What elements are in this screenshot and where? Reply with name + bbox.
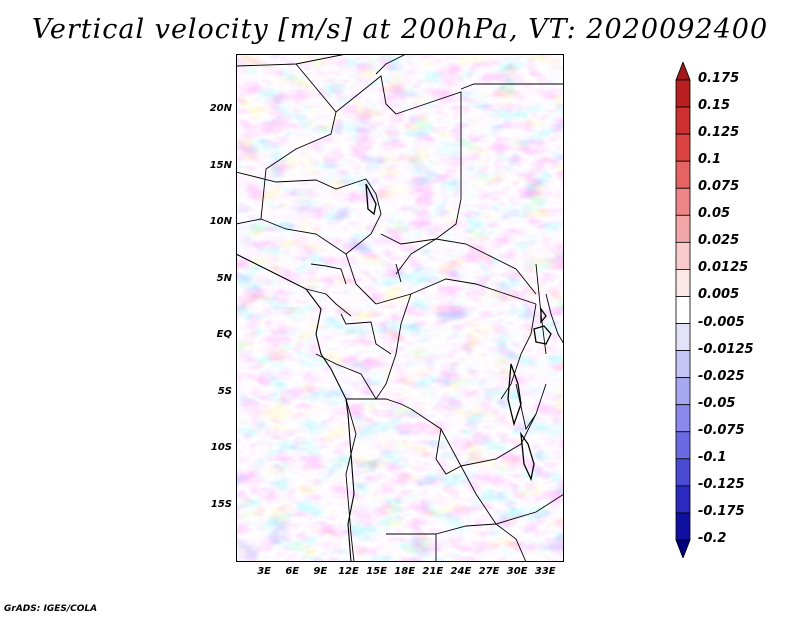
lat-tick-label: 5S — [217, 385, 232, 397]
colorbar-tick-label: -0.2 — [698, 531, 727, 546]
country-borders — [236, 54, 564, 562]
colorbar-tick-label: -0.05 — [698, 395, 736, 411]
colorbar-segment — [675, 79, 691, 108]
velocity-field-map — [236, 54, 564, 562]
colorbar-tick-label: -0.025 — [698, 368, 745, 384]
colorbar-tick-label: 0.005 — [698, 287, 740, 303]
lat-tick-label: 5N — [216, 272, 232, 284]
lon-tick-label: 24E — [450, 566, 472, 577]
colorbar-segment — [675, 214, 691, 243]
colorbar-top-arrow — [675, 62, 691, 81]
lon-tick-label: 15E — [366, 566, 387, 577]
colorbar-tick-label: 0.05 — [698, 206, 731, 222]
lon-tick-label: 9E — [313, 566, 328, 577]
colorbar-tick-label: -0.125 — [698, 476, 745, 492]
lon-tick-label: 18E — [394, 566, 416, 577]
lakes — [365, 183, 552, 482]
colorbar-segment — [675, 458, 691, 487]
colorbar-segment — [675, 512, 691, 541]
colorbar-segment — [675, 241, 691, 270]
colorbar-segment — [675, 377, 691, 406]
lon-tick-label: 21E — [422, 566, 444, 577]
colorbar-segment — [675, 404, 691, 433]
colorbar-segment — [675, 431, 691, 460]
colorbar-tick-label: 0.175 — [698, 71, 740, 86]
lon-tick-label: 30E — [506, 566, 528, 577]
colorbar — [675, 62, 691, 558]
colorbar-tick-label: -0.175 — [698, 503, 745, 519]
lon-tick-label: 12E — [338, 566, 359, 577]
colorbar-segment — [675, 160, 691, 189]
colorbar-segment — [675, 323, 691, 351]
colorbar-tick-label: -0.0125 — [698, 341, 754, 357]
lon-tick-label: 6E — [285, 566, 300, 577]
colorbar-tick-label: 0.075 — [698, 179, 740, 195]
colorbar-tick-label: -0.1 — [698, 449, 727, 465]
colorbar-bottom-arrow — [675, 539, 691, 558]
lon-tick-label: 27E — [478, 566, 500, 577]
colorbar-tick-label: -0.005 — [698, 314, 745, 330]
lon-tick-label: 33E — [534, 566, 556, 577]
lat-tick-label: 20N — [209, 103, 232, 115]
map-title: Vertical velocity [m/s] at 200hPa, VT: 2… — [31, 14, 769, 45]
lat-tick-label: 15N — [209, 159, 232, 171]
colorbar-segment — [675, 133, 691, 162]
lat-tick-label: EQ — [216, 329, 232, 341]
colorbar-tick-label: 0.1 — [698, 152, 722, 168]
lon-tick-label: 3E — [257, 566, 271, 577]
lat-tick-label: 15S — [210, 498, 232, 510]
software-credit: GrADS: IGES/COLA — [4, 604, 98, 614]
colorbar-segment — [675, 106, 691, 135]
colorbar-segment — [675, 269, 691, 297]
colorbar-tick-label: 0.0125 — [698, 260, 749, 276]
map-frame — [236, 54, 564, 562]
colorbar-tick-label: -0.075 — [698, 422, 745, 438]
colorbar-tick-label: 0.025 — [698, 233, 740, 249]
colorbar-segment — [675, 296, 691, 324]
map-panel — [236, 54, 564, 562]
colorbar-tick-label: 0.125 — [698, 125, 740, 141]
colorbar-segment — [675, 187, 691, 216]
velocity-field — [236, 54, 564, 562]
colorbar-tick-label: 0.15 — [698, 98, 731, 114]
lat-tick-label: 10N — [209, 216, 232, 228]
colorbar-segment — [675, 350, 691, 379]
colorbar-segment — [675, 485, 691, 514]
coastline — [236, 253, 355, 562]
lat-tick-label: 10S — [210, 442, 232, 454]
